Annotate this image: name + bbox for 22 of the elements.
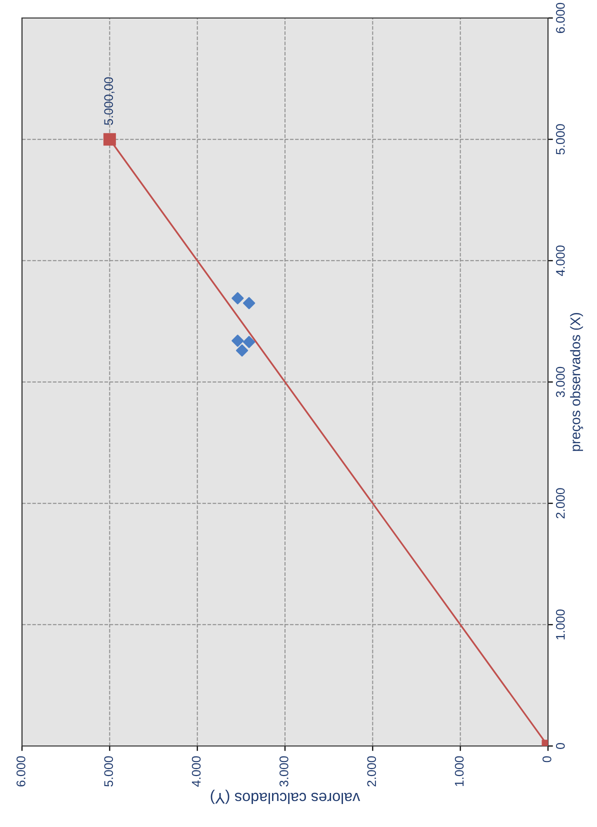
x-tick-label: 1.000 — [454, 756, 464, 786]
point — [242, 336, 256, 348]
x-tick-label: 2.000 — [367, 756, 376, 786]
x-tick-label: 0 — [542, 756, 552, 762]
y-tick-label: 3.000 — [556, 366, 565, 398]
point — [232, 292, 244, 304]
point — [232, 334, 244, 347]
y-tick-label: 6.000 — [556, 2, 565, 34]
data-label: 5.000,00 — [104, 77, 114, 125]
x-tick-label: 3.000 — [280, 756, 288, 787]
y-tick-label: 0 — [556, 743, 565, 749]
y-tick-label: 2.000 — [556, 488, 565, 518]
x-tick-label: 6.000 — [16, 756, 26, 786]
point — [236, 344, 248, 357]
y-tick-label: 1.000 — [556, 610, 565, 640]
y-axis-title: preços observados (X) — [570, 312, 584, 451]
y-tick-label: 4.000 — [556, 246, 565, 276]
y-tick-label: 5.000 — [556, 124, 565, 154]
point — [242, 297, 256, 310]
x-tick-label: 5.000 — [104, 756, 114, 786]
x-axis-title: valores calculados (Y) — [210, 790, 360, 804]
x-tick-label: 4.000 — [192, 756, 201, 787]
